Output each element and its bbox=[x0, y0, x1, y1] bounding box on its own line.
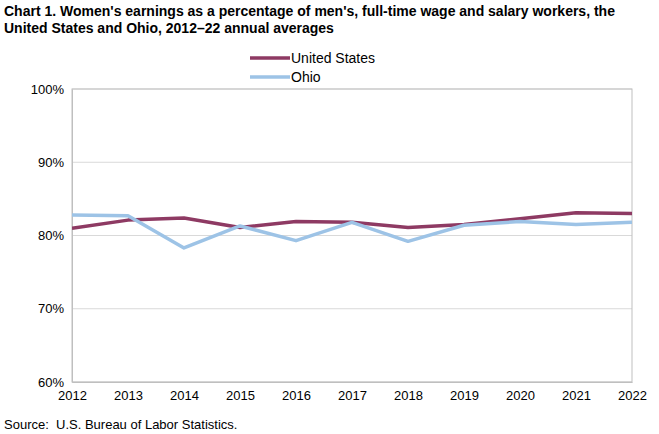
series-line bbox=[72, 213, 632, 228]
x-axis-line bbox=[73, 382, 633, 383]
x-tick: 2017 bbox=[338, 382, 367, 403]
x-tick: 2013 bbox=[114, 382, 143, 403]
title-line: Chart 1. Women's earnings as a percentag… bbox=[4, 3, 615, 19]
plot: 60%70%80%90%100%201220132014201520162017… bbox=[31, 82, 647, 404]
y-axis-line bbox=[72, 90, 73, 383]
chart: Chart 1. Women's earnings as a percentag… bbox=[0, 0, 659, 434]
plot-frame bbox=[72, 89, 632, 382]
x-tick: 2021 bbox=[562, 382, 591, 403]
y-tick-label: 90% bbox=[38, 155, 64, 170]
legend-swatch bbox=[250, 56, 290, 60]
y-tick-label: 70% bbox=[38, 301, 64, 316]
x-tick: 2016 bbox=[282, 382, 311, 403]
x-tick: 2014 bbox=[170, 382, 199, 403]
x-tick: 2015 bbox=[226, 382, 255, 403]
series-lines bbox=[72, 213, 632, 248]
x-tick: 2012 bbox=[58, 382, 87, 403]
x-tick-label: 2022 bbox=[618, 388, 647, 403]
title: Chart 1. Women's earnings as a percentag… bbox=[4, 3, 615, 36]
x-tick-label: 2016 bbox=[282, 388, 311, 403]
x-tick: 2022 bbox=[618, 382, 647, 403]
source: Source: U.S. Bureau of Labor Statistics. bbox=[4, 417, 237, 432]
y-tick-label: 100% bbox=[31, 82, 65, 97]
x-tick-label: 2013 bbox=[114, 388, 143, 403]
legend-item: Ohio bbox=[250, 69, 321, 85]
x-axis: 2012 2013 2014 2015 2016 2017 2018 2019 2020 2021… bbox=[58, 382, 647, 403]
y-tick: 100% bbox=[31, 82, 72, 97]
series-line bbox=[72, 215, 632, 248]
grid-line bbox=[72, 235, 632, 236]
grid-line bbox=[72, 162, 632, 163]
legend-item: United States bbox=[250, 50, 375, 66]
y-tick: 90% bbox=[38, 155, 72, 170]
legend: United States Ohio bbox=[250, 50, 375, 85]
x-tick-label: 2018 bbox=[394, 388, 423, 403]
legend-label: United States bbox=[291, 50, 375, 66]
title-line: United States and Ohio, 2012–22 annual a… bbox=[4, 20, 334, 36]
legend-label: Ohio bbox=[291, 69, 321, 85]
x-tick-label: 2012 bbox=[58, 388, 87, 403]
x-tick-label: 2017 bbox=[338, 388, 367, 403]
x-tick-label: 2021 bbox=[562, 388, 591, 403]
x-tick: 2019 bbox=[450, 382, 479, 403]
y-tick-label: 80% bbox=[38, 228, 64, 243]
y-tick: 70% bbox=[38, 301, 72, 316]
x-tick-label: 2020 bbox=[506, 388, 535, 403]
grid bbox=[72, 89, 632, 382]
y-tick: 80% bbox=[38, 228, 72, 243]
x-tick: 2018 bbox=[394, 382, 423, 403]
grid-line bbox=[72, 308, 632, 309]
x-tick-label: 2019 bbox=[450, 388, 479, 403]
legend-swatch bbox=[250, 75, 290, 79]
x-tick: 2020 bbox=[506, 382, 535, 403]
y-axis: 60%70%80%90%100% bbox=[31, 82, 73, 390]
x-tick-label: 2015 bbox=[226, 388, 255, 403]
x-tick-label: 2014 bbox=[170, 388, 199, 403]
